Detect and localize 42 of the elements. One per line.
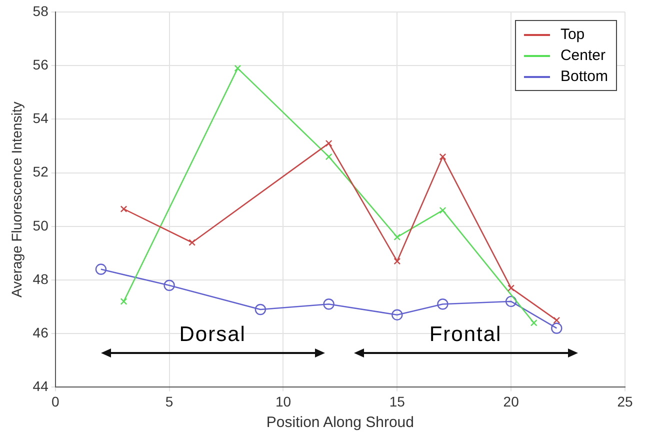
point (439, 206, 446, 214)
point (95, 264, 107, 275)
point (439, 153, 446, 160)
y-tick-label: 44 (32, 378, 49, 394)
point (530, 319, 538, 326)
point (437, 298, 448, 310)
x-tick-label: 0 (51, 393, 60, 410)
point (394, 234, 401, 241)
y-tick-label: 52 (32, 164, 49, 180)
point (553, 316, 560, 324)
point (508, 284, 515, 292)
y-tick-label: 56 (32, 56, 49, 72)
legend-label: Center (560, 47, 606, 64)
x-axis-title: Position Along Shroud (266, 414, 414, 432)
point (120, 206, 128, 212)
point (188, 239, 196, 246)
legend-label: Bottom (560, 68, 608, 85)
x-tick-label: 15 (389, 393, 406, 410)
legend-label: Top (560, 26, 585, 43)
point (505, 296, 517, 308)
point (254, 304, 266, 316)
annotation: Frontal (429, 323, 502, 348)
y-axis-title: Average Fluorescence Intensity (8, 102, 24, 298)
x-tick-label: 20 (503, 393, 520, 410)
point (392, 309, 403, 320)
x-tick-label: 25 (617, 393, 633, 410)
y-tick-label: 48 (32, 270, 49, 287)
x-tick-label: 5 (165, 393, 174, 410)
y-tick-label: 54 (32, 110, 49, 126)
point (325, 153, 332, 160)
point (325, 140, 332, 147)
point (394, 258, 401, 265)
y-tick-label: 50 (32, 217, 49, 234)
annotation: Dorsal (179, 323, 246, 348)
y-tick-label: 46 (32, 324, 49, 340)
y-tick-label: 58 (32, 2, 49, 19)
x-tick-label: 10 (275, 393, 292, 410)
point (164, 280, 175, 291)
point (120, 298, 128, 305)
point (551, 322, 562, 334)
point (323, 298, 334, 310)
point (234, 64, 242, 72)
